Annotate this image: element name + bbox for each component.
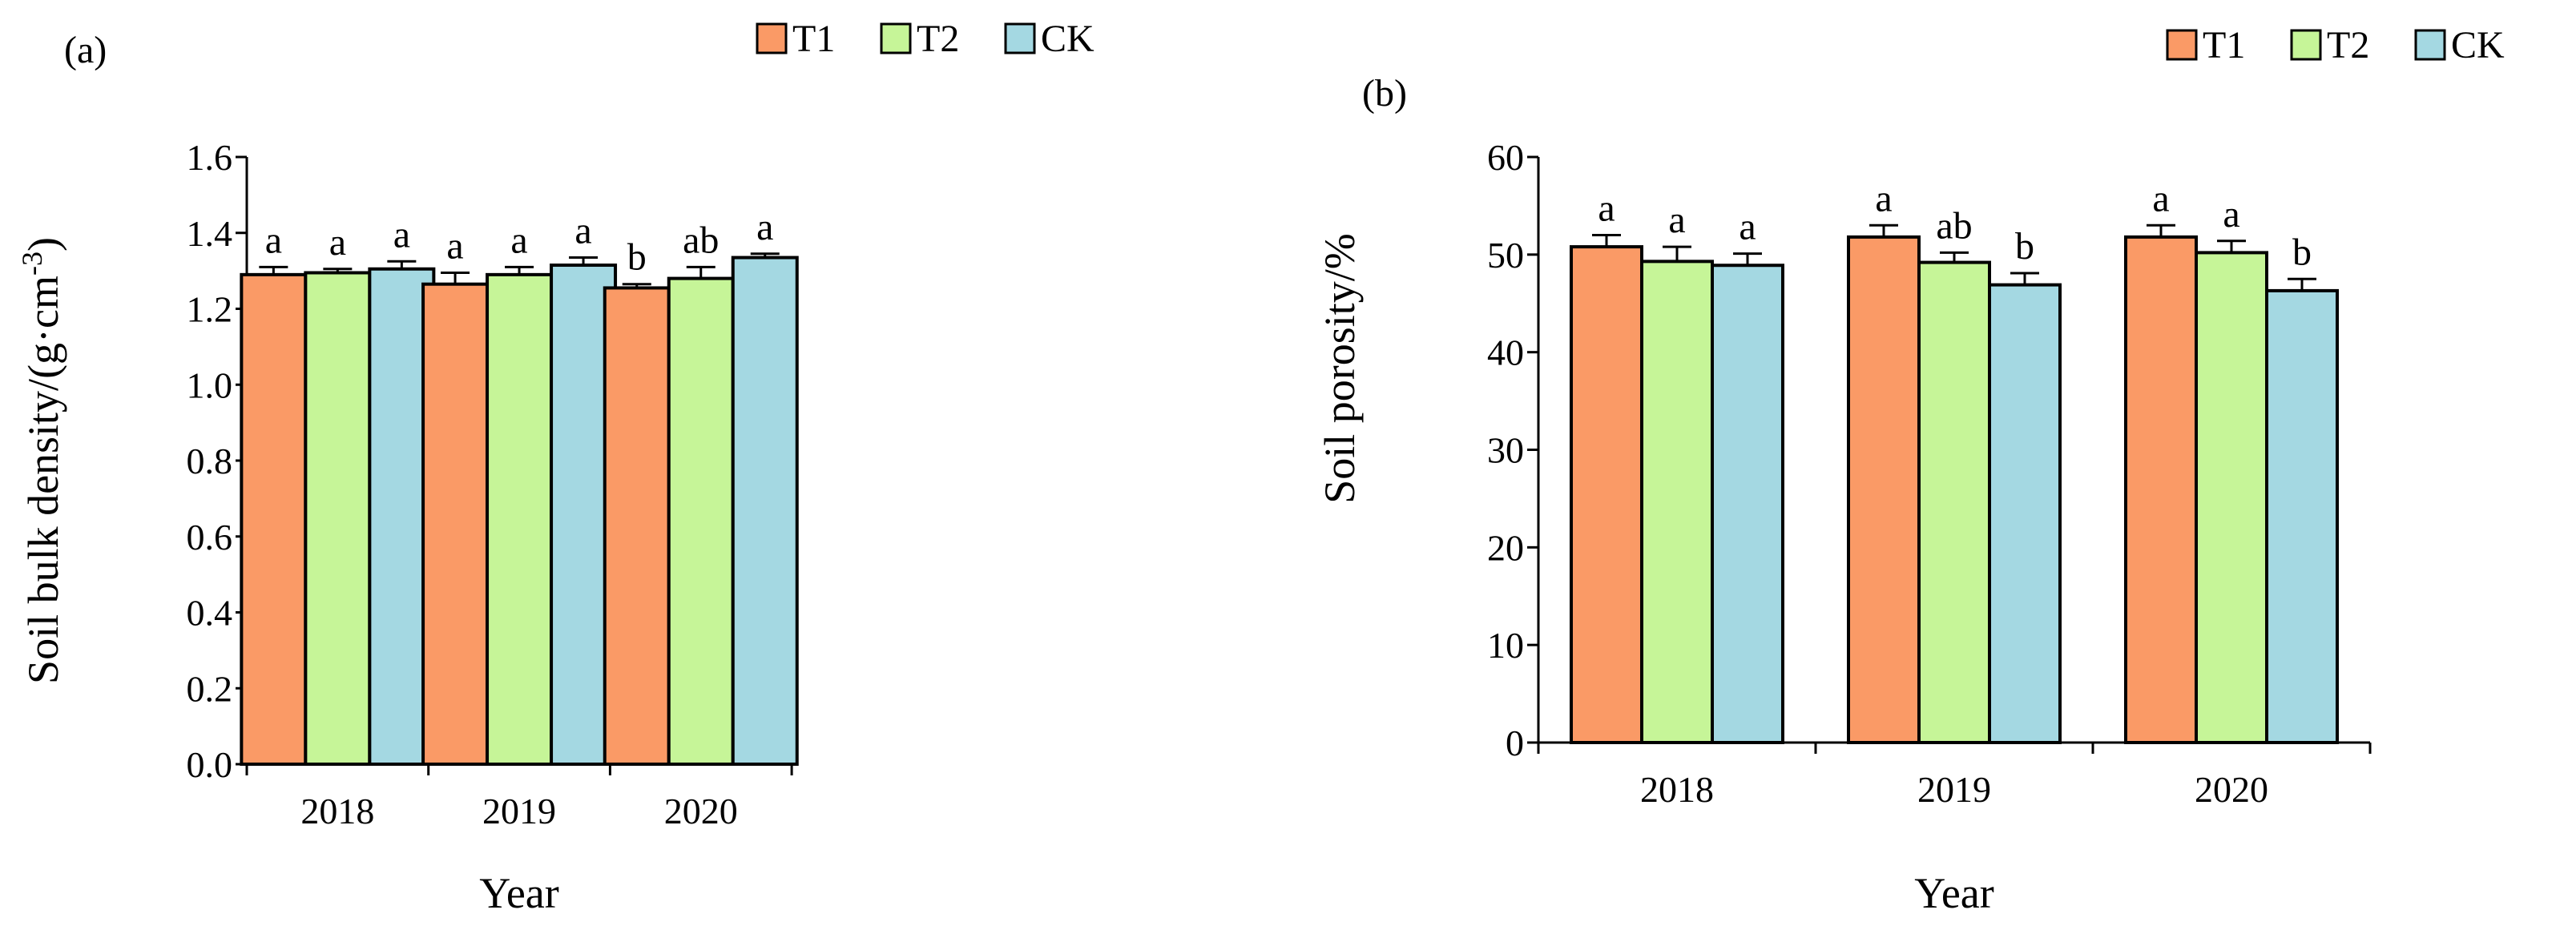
- bar-ck-2020: [731, 256, 799, 766]
- significance-letter-t1-2018: a: [265, 219, 282, 261]
- bar-t1-2019: [421, 282, 490, 766]
- legend-label-ck: CK: [2451, 24, 2505, 66]
- significance-letter-t2-2019: ab: [1936, 204, 1972, 247]
- y-axis-label: Soil bulk density/(g·cm-3): [16, 237, 67, 684]
- y-axis-label: Soil porosity/%: [1316, 233, 1364, 504]
- x-tick-label-2019: 2019: [1917, 769, 1991, 810]
- legend-swatch-t1: [2166, 29, 2198, 61]
- bar-ck-2020: [2265, 288, 2339, 744]
- y-tick-label: 0: [1506, 723, 1524, 763]
- legend-swatch-ck: [1004, 22, 1036, 54]
- x-tick-label-2020: 2020: [664, 791, 738, 831]
- x-axis-label: Year: [1914, 869, 1994, 917]
- legend-label-ck: CK: [1041, 18, 1094, 60]
- bar-ck-2019: [1988, 283, 2062, 744]
- legend-swatch-t2: [880, 22, 912, 54]
- significance-letter-t1-2019: a: [1875, 177, 1892, 219]
- bar-t2-2019: [486, 272, 554, 766]
- significance-letter-ck-2019: a: [574, 210, 591, 252]
- significance-letter-t2-2020: ab: [683, 219, 719, 261]
- legend-swatch-t2: [2290, 29, 2322, 61]
- y-tick-label: 10: [1487, 625, 1524, 666]
- significance-letter-ck-2019: b: [2015, 225, 2034, 268]
- bar-t2-2020: [667, 276, 735, 767]
- panel-label: (b): [1362, 72, 1407, 115]
- y-tick-label: 1.6: [187, 137, 233, 178]
- significance-letter-ck-2018: a: [393, 213, 410, 256]
- bar-t1-2020: [2124, 235, 2198, 744]
- bar-ck-2018: [1711, 264, 1784, 744]
- significance-letter-ck-2020: a: [756, 206, 773, 248]
- significance-letter-t1-2020: a: [2152, 177, 2169, 219]
- y-tick-label: 1.0: [187, 364, 233, 405]
- x-tick-label-2019: 2019: [482, 791, 556, 831]
- x-tick-label-2018: 2018: [300, 791, 374, 831]
- bar-t2-2019: [1917, 260, 1991, 744]
- bar-t1-2018: [1570, 245, 1643, 744]
- panel-a-bulk-density-chart: (a) T1 T2 CK0.00.20.40.60.81.01.21.41.6a a a2…: [16, 18, 1094, 917]
- legend-label-t2: T2: [2327, 24, 2369, 66]
- significance-letter-t2-2019: a: [510, 219, 527, 261]
- bar-t2-2018: [1640, 260, 1714, 744]
- bar-t1-2020: [603, 286, 671, 767]
- y-tick-label: 0.6: [187, 517, 233, 558]
- legend-label-t1: T1: [2203, 24, 2245, 66]
- y-tick-label: 30: [1487, 430, 1524, 471]
- y-tick-label: 60: [1487, 137, 1524, 178]
- panel-label: (a): [64, 29, 107, 71]
- significance-letter-t1-2020: b: [627, 236, 647, 279]
- bar-t2-2018: [304, 271, 372, 766]
- x-tick-label-2018: 2018: [1640, 769, 1714, 810]
- x-axis-label: Year: [479, 869, 559, 917]
- y-tick-label: 1.2: [187, 289, 233, 330]
- legend-label-t1: T1: [792, 18, 835, 60]
- y-tick-label: 40: [1487, 332, 1524, 373]
- y-tick-label: 1.4: [187, 213, 233, 254]
- y-tick-label: 50: [1487, 235, 1524, 276]
- significance-letter-ck-2020: b: [2292, 231, 2312, 273]
- significance-letter-t2-2018: a: [1668, 199, 1685, 241]
- legend-swatch-t1: [756, 22, 788, 54]
- y-tick-label: 0.2: [187, 668, 233, 709]
- y-tick-label: 0.4: [187, 593, 233, 634]
- legend-label-t2: T2: [917, 18, 959, 60]
- significance-letter-t2-2020: a: [2223, 193, 2239, 236]
- significance-letter-t1-2018: a: [1598, 187, 1615, 229]
- y-tick-label: 0.0: [187, 744, 233, 785]
- significance-letter-ck-2018: a: [1739, 206, 1756, 248]
- significance-letter-t2-2018: a: [329, 221, 346, 264]
- y-tick-label: 20: [1487, 527, 1524, 568]
- significance-letter-t1-2019: a: [446, 224, 463, 267]
- bar-t1-2018: [240, 272, 308, 766]
- legend-swatch-ck: [2414, 29, 2446, 61]
- x-tick-label-2020: 2020: [2195, 769, 2268, 810]
- bar-t1-2019: [1847, 235, 1921, 744]
- bar-t2-2020: [2195, 251, 2268, 744]
- y-tick-label: 0.8: [187, 441, 233, 481]
